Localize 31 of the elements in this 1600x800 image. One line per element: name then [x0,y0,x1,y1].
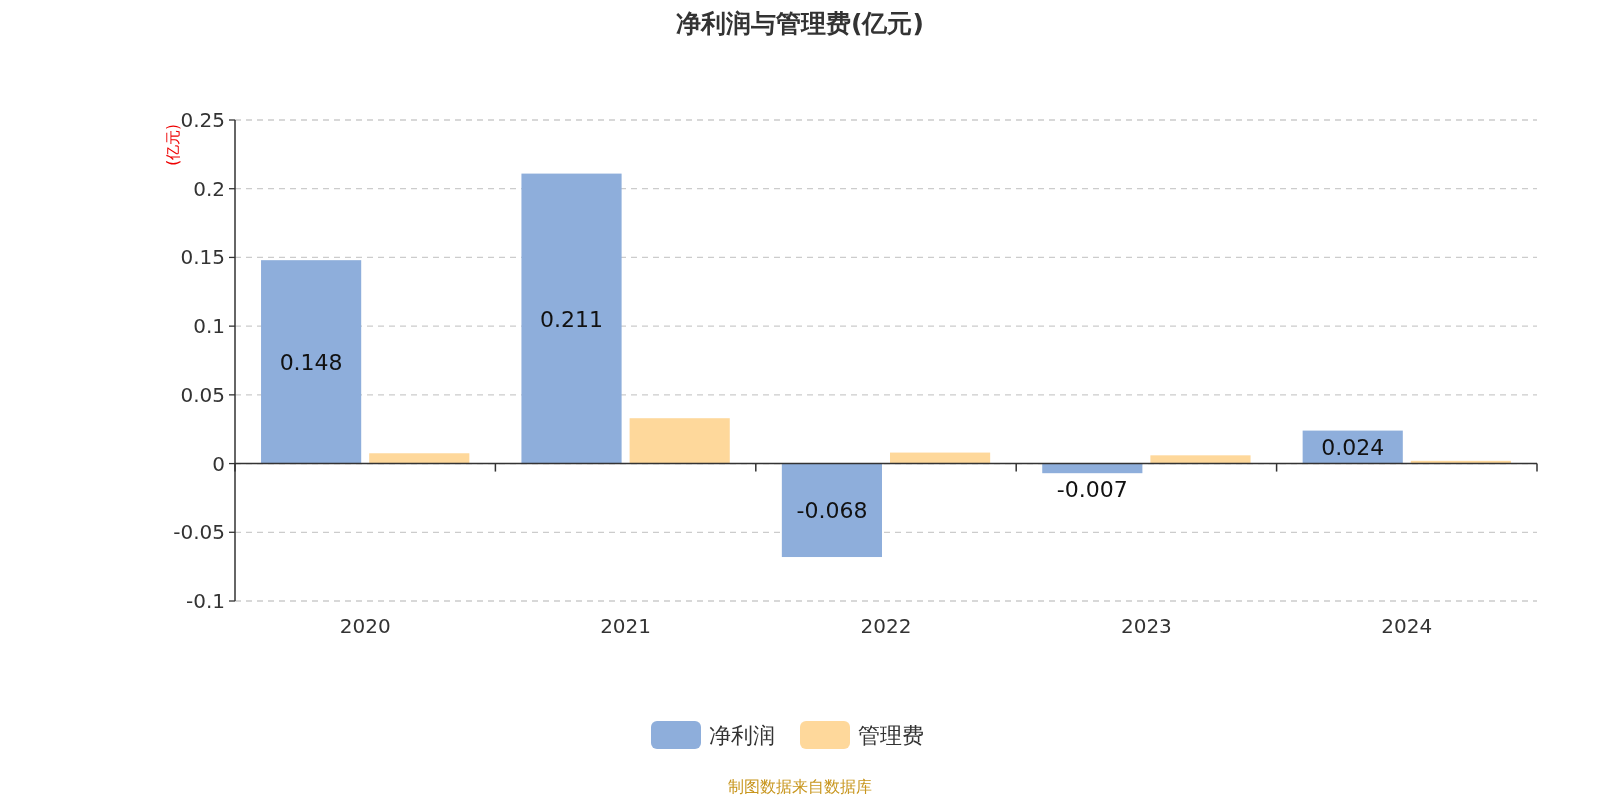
x-tick-label: 2020 [339,614,391,638]
y-tick-label: 0.25 [180,108,225,132]
bar [781,463,882,558]
y-tick-label: 0.1 [193,314,225,339]
bar [521,173,622,464]
x-tick-label: 2024 [1381,614,1433,638]
data-label: -0.068 [796,498,868,524]
bar [369,453,470,464]
bar [629,418,730,464]
y-tick-label: 0.05 [180,382,225,407]
y-tick-label: 0.15 [180,245,225,270]
chart-title: 净利润与管理费(亿元) [676,9,924,38]
legend-label: 净利润 [709,723,775,748]
legend-label: 管理费 [858,723,924,748]
x-tick-label: 2021 [600,614,652,638]
bar [1150,455,1251,464]
data-label: -0.007 [1056,477,1128,503]
y-tick-label: 0.2 [193,176,225,201]
data-label: 0.148 [279,349,343,375]
data-label: 0.211 [540,306,604,332]
y-tick-label: -0.1 [185,589,225,613]
y-tick-label: -0.05 [173,520,225,545]
data-label: 0.024 [1321,435,1385,461]
y-tick-label: 0 [212,451,225,476]
bar [261,260,362,464]
text: 制图数据来自数据库 [728,777,872,796]
bar [1042,463,1143,474]
bar [890,452,991,464]
y-axis-title: (亿元) [164,124,182,166]
x-tick-label: 2022 [860,614,912,638]
x-tick-label: 2023 [1120,614,1172,638]
